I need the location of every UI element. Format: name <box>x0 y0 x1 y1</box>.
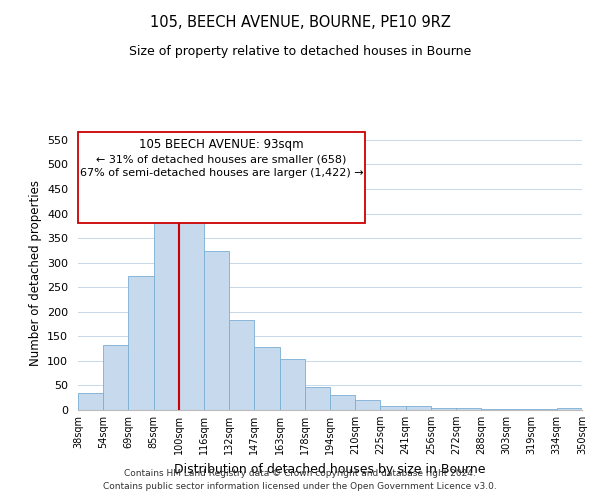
Bar <box>204 252 229 410</box>
Text: 105 BEECH AVENUE: 93sqm: 105 BEECH AVENUE: 93sqm <box>139 138 304 151</box>
Bar <box>179 211 204 410</box>
Y-axis label: Number of detached properties: Number of detached properties <box>29 180 41 366</box>
Bar <box>103 344 128 410</box>
Text: Contains HM Land Registry data © Crown copyright and database right 2024.: Contains HM Land Registry data © Crown c… <box>124 468 476 477</box>
Text: 67% of semi-detached houses are larger (1,422) →: 67% of semi-detached houses are larger (… <box>80 168 364 178</box>
Bar <box>330 396 355 410</box>
Bar <box>128 276 154 410</box>
Bar <box>78 393 103 410</box>
Bar <box>229 320 254 410</box>
Bar <box>557 408 582 410</box>
Bar <box>355 400 380 410</box>
Bar <box>305 388 330 410</box>
Bar <box>532 409 557 410</box>
Bar <box>380 406 406 410</box>
Bar <box>280 360 305 410</box>
Bar <box>431 408 456 410</box>
Text: Contains public sector information licensed under the Open Government Licence v3: Contains public sector information licen… <box>103 482 497 491</box>
Bar <box>506 408 532 410</box>
X-axis label: Distribution of detached houses by size in Bourne: Distribution of detached houses by size … <box>174 462 486 475</box>
Text: ← 31% of detached houses are smaller (658): ← 31% of detached houses are smaller (65… <box>97 154 347 164</box>
Text: Size of property relative to detached houses in Bourne: Size of property relative to detached ho… <box>129 45 471 58</box>
Bar <box>154 196 179 410</box>
Bar <box>254 347 280 410</box>
Bar <box>481 408 506 410</box>
Bar <box>406 406 431 410</box>
Bar <box>456 408 481 410</box>
Text: 105, BEECH AVENUE, BOURNE, PE10 9RZ: 105, BEECH AVENUE, BOURNE, PE10 9RZ <box>149 15 451 30</box>
